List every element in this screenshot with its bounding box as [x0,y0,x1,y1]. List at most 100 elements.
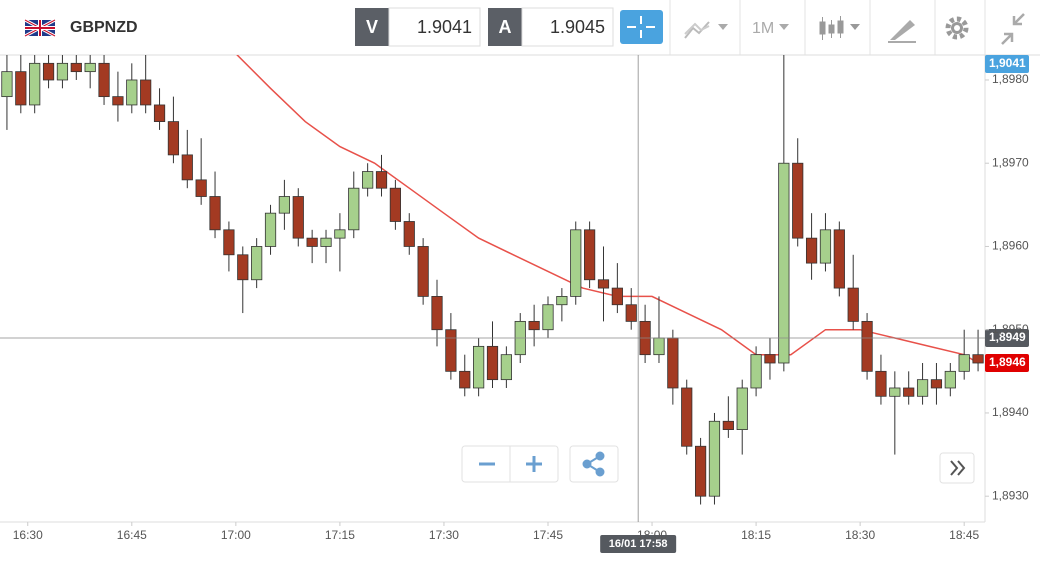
candle-body [181,154,193,181]
crosshair-price-box [985,329,1029,348]
y-tick-label: 1,8950 [992,322,1029,336]
share-icon [582,451,605,477]
x-tick-label: 18:00 [637,528,667,542]
candle-body [708,420,721,497]
candle-body [473,345,485,389]
candle-body [889,387,901,397]
symbol: GBPNZD [70,19,138,36]
price-label-box [985,55,1029,73]
candle-body [223,229,235,256]
crosshair-time-box [600,535,677,553]
candle-body [764,354,776,364]
ask-box[interactable] [521,7,614,47]
candle-body [847,287,859,322]
price-label: 1,8946 [989,355,1026,369]
candle-body [916,379,929,397]
crosshair-price: 1,8949 [989,330,1026,344]
crosshair-button[interactable] [620,10,663,44]
share-button[interactable] [569,445,619,483]
candle-body [98,62,110,98]
candle-body [972,354,984,364]
candle-body [29,62,41,106]
y-tick-label: 1,8960 [992,239,1029,253]
y-tick-label: 1,8940 [992,405,1029,419]
candle-body [70,62,82,73]
candle-body [736,387,748,430]
candle-body [237,254,249,281]
bid-badge[interactable] [355,8,389,46]
candle-body [556,296,568,306]
candle-body [694,445,707,497]
candle-body [112,96,124,106]
candle-body [167,121,180,156]
ask-price: 1.9045 [550,17,605,37]
candle-body [334,229,346,239]
candle-body [84,62,96,73]
collapse-button[interactable] [1001,13,1025,45]
candle-body [570,229,582,297]
y-tick-label: 1,8980 [992,72,1029,86]
bid-price: 1.9041 [417,17,472,37]
x-tick-label: 17:00 [221,528,251,542]
candle-body [584,229,596,281]
chart-type-button[interactable] [684,21,728,39]
candle-body [500,354,512,381]
timeframe-button[interactable]: 1M [752,20,789,37]
x-tick-label: 16:45 [117,528,147,542]
x-tick-label: 17:30 [429,528,459,542]
candle-body [778,162,790,364]
x-tick-label: 18:45 [949,528,979,542]
candle-body [722,420,734,430]
candle-body [625,304,637,322]
crosshair-time: 16/01 17:58 [609,538,668,550]
candle-body [611,287,623,306]
candle-body [209,196,221,231]
candle-body [278,196,291,214]
candle-body [375,171,388,189]
candle-body [56,62,69,81]
candle-body [528,320,540,331]
candle-body [833,229,845,289]
zoom-controls [461,445,975,484]
candle-body [459,370,471,389]
x-tick-label: 16:30 [13,528,43,542]
candle-body [306,237,318,247]
candle-body [861,320,873,372]
price-label-box [985,354,1029,373]
candle-body [292,196,304,239]
candle-body [362,171,374,189]
y-tick-label: 1,8970 [992,155,1029,169]
candle-body [445,329,457,372]
candle-body [486,345,499,381]
y-tick-label: 1,8930 [992,488,1029,502]
timeframe: 1M [752,20,774,37]
candle-style-button[interactable] [819,16,860,40]
zoom-in-button[interactable] [526,456,542,472]
x-tick-label: 17:15 [325,528,355,542]
candle-body [930,379,943,389]
draw-button[interactable] [888,20,916,43]
candle-body [431,296,443,331]
price-label: 1,9041 [989,56,1026,70]
candle-body [348,187,360,231]
candle-body [805,237,818,264]
candle-body [653,337,665,356]
candle-body [750,354,762,389]
settings-button[interactable] [945,16,969,40]
candle-body [597,279,610,289]
candle-body [792,162,804,239]
candle-body [403,221,415,247]
candle-body [42,62,55,81]
flag [24,18,56,38]
bid-box[interactable] [388,7,481,47]
x-tick-label: 18:30 [845,528,875,542]
x-tick-label: 18:15 [741,528,771,542]
candle-body [389,187,401,222]
ask-label: A [499,17,512,37]
candle-body [126,79,138,106]
candle-body [251,246,263,281]
x-tick-label: 17:45 [533,528,563,542]
candle-body [903,387,915,397]
ask-badge[interactable] [488,8,522,46]
